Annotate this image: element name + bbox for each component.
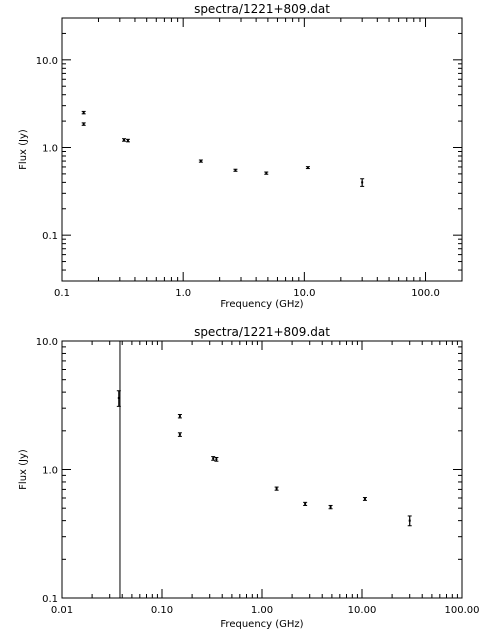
data-point: [329, 506, 332, 509]
data-point: [234, 169, 237, 172]
x-tick-label: 100.0: [411, 288, 440, 299]
x-tick-label: 0.10: [151, 605, 173, 616]
data-point: [178, 415, 181, 418]
data-point: [123, 138, 126, 141]
bottom-chart: spectra/1221+809.dat Frequency (GHz) Flux …: [18, 325, 480, 630]
data-point: [117, 397, 120, 400]
x-tick-label: 0.01: [51, 605, 73, 616]
y-tick-label: 10.0: [36, 56, 58, 67]
x-tick-label: 1.0: [175, 288, 191, 299]
x-axis-label: Frequency (GHz): [220, 619, 303, 630]
y-tick-label: 0.1: [42, 594, 58, 605]
x-tick-label: 1.00: [251, 605, 273, 616]
x-tick-label: 0.1: [54, 288, 70, 299]
x-tick-label: 10.0: [293, 288, 315, 299]
data-point: [178, 433, 181, 436]
data-point: [275, 487, 278, 490]
x-tick-label: 100.00: [445, 605, 480, 616]
data-point: [363, 497, 366, 500]
data-point: [126, 139, 129, 142]
plot-frame: [61, 17, 463, 282]
y-tick-label: 10.0: [36, 337, 58, 348]
chart-title: spectra/1221+809.dat: [194, 325, 330, 339]
y-tick-label: 0.1: [42, 231, 58, 242]
y-axis-label: Flux (Jy): [18, 129, 29, 170]
plot-frame: [61, 340, 463, 599]
data-point: [408, 519, 411, 522]
data-point: [265, 172, 268, 175]
x-tick-label: 10.00: [348, 605, 377, 616]
data-point: [361, 181, 364, 184]
data-point: [306, 166, 309, 169]
chart-title: spectra/1221+809.dat: [194, 2, 330, 16]
data-point: [82, 111, 85, 114]
y-tick-label: 1.0: [42, 466, 58, 477]
data-point: [212, 457, 215, 460]
x-axis-label: Frequency (GHz): [220, 299, 303, 310]
data-point: [199, 160, 202, 163]
data-point: [82, 123, 85, 126]
y-axis-label: Flux (Jy): [18, 449, 29, 490]
data-point: [215, 458, 218, 461]
data-point: [304, 502, 307, 505]
y-tick-label: 1.0: [42, 143, 58, 154]
top-chart: spectra/1221+809.dat Frequency (GHz) Flux …: [18, 2, 463, 310]
